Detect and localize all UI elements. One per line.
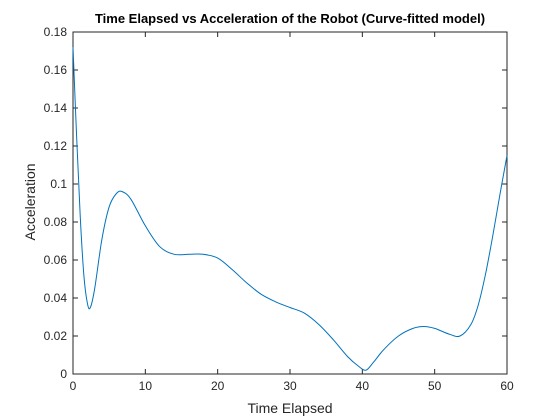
x-tick-label: 0 — [70, 379, 77, 393]
y-tick-label: 0.06 — [44, 253, 68, 267]
y-tick-label: 0.14 — [44, 101, 68, 115]
y-tick-label: 0.16 — [44, 63, 68, 77]
x-tick-label: 40 — [356, 379, 370, 393]
x-tick-label: 10 — [139, 379, 153, 393]
x-tick-label: 30 — [283, 379, 297, 393]
y-tick-label: 0.1 — [50, 177, 67, 191]
x-tick-label: 60 — [500, 379, 514, 393]
y-tick-label: 0.04 — [44, 291, 68, 305]
y-tick-label: 0 — [60, 367, 67, 381]
x-tick-label: 50 — [428, 379, 442, 393]
x-tick-label: 20 — [211, 379, 225, 393]
x-axis-label: Time Elapsed — [247, 400, 332, 416]
series-line — [72, 47, 508, 371]
y-tick-label: 0.02 — [44, 329, 68, 343]
chart-title: Time Elapsed vs Acceleration of the Robo… — [95, 11, 485, 26]
y-tick-label: 0.18 — [44, 25, 68, 39]
y-tick-label: 0.08 — [44, 215, 68, 229]
y-tick-label: 0.12 — [44, 139, 68, 153]
y-axis-label: Acceleration — [22, 163, 38, 240]
plot-area: 0 10 20 30 40 50 60 0 0.02 0.04 0.06 0.08 0.1 0.12 0.1… — [44, 25, 514, 393]
